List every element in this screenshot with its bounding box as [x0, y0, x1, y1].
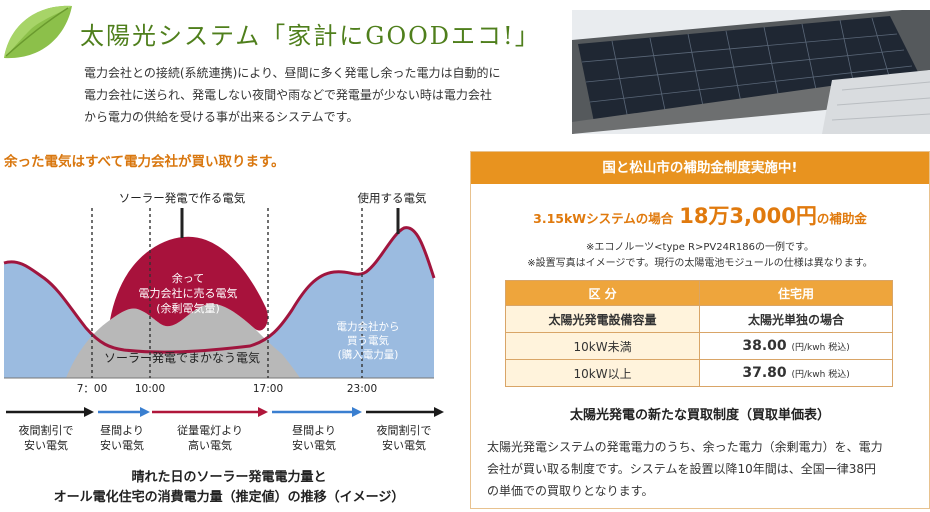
- buyback-line: 会社が買い取る制度です。システムを設置以降10年間は、全国一律38円: [487, 462, 876, 476]
- label-purchased: (購入電力量): [338, 348, 399, 361]
- time-label: 10:00: [135, 383, 165, 395]
- label-surplus: (余剰電気量): [156, 301, 220, 315]
- price-unit: (円/kwh 税込): [791, 343, 850, 353]
- table-col-header: 住宅用: [699, 280, 893, 306]
- label-purchased: 電力会社から: [337, 320, 400, 333]
- label-covered: ソーラー発電でまかなう電気: [104, 350, 260, 365]
- period-label: 昼間より: [292, 424, 336, 437]
- period-label: 昼間より: [100, 424, 144, 437]
- price-value: 37.80: [742, 365, 787, 381]
- table-row: 10kW以上 37.80 (円/kwh 税込): [504, 359, 893, 387]
- table-cell-price: 38.00 (円/kwh 税込): [699, 332, 893, 360]
- subsidy-line: 3.15kWシステムの場合 18万3,000円の補助金: [471, 200, 929, 230]
- intro-text: 電力会社との接続(系統連携)により、昼間に多く発電し余った電力は自動的に 電力会…: [84, 62, 564, 128]
- usage-area: [4, 227, 434, 378]
- period-label: 安い電気: [292, 438, 336, 452]
- label-generated: ソーラー発電で作る電気: [119, 191, 246, 205]
- price-value: 38.00: [742, 338, 787, 354]
- chart-caption-line: オール電化住宅の消費電力量（推定値）の推移（イメージ）: [53, 490, 405, 505]
- energy-chart: ソーラー発電で作る電気 使用する電気 余って 電力会社に売る電気 (余剰電気量)…: [3, 191, 444, 452]
- time-label: 17:00: [253, 383, 283, 395]
- subsidy-tail: の補助金: [816, 211, 867, 226]
- solar-covered-area: [66, 303, 300, 378]
- table-cell: 太陽光発電設備容量: [504, 305, 701, 333]
- table-row: 太陽光発電設備容量 太陽光単独の場合: [504, 305, 893, 333]
- time-label: 23:00: [347, 383, 377, 395]
- intro-line: 電力会社との接続(系統連携)により、昼間に多く発電し余った電力は自動的に: [84, 66, 501, 80]
- period-label: 夜間割引で: [377, 423, 432, 437]
- note-photo: ※設置写真はイメージです。現行の太陽電池モジュールの仕様は異なります。: [527, 258, 873, 269]
- solar-roof-photo: [572, 10, 930, 134]
- period-label: 従量電灯より: [177, 424, 243, 437]
- period-label: 高い電気: [188, 438, 232, 452]
- chart-caption-line: 晴れた日のソーラー発電電力量と: [131, 470, 327, 485]
- price-table: 区 分 住宅用 太陽光発電設備容量 太陽光単独の場合 10kW未満 38.00 …: [504, 280, 893, 387]
- table-row: 10kW未満 38.00 (円/kwh 税込): [504, 332, 893, 360]
- table-cell: 太陽光単独の場合: [699, 305, 893, 333]
- table-cell: 10kW未満: [504, 332, 701, 360]
- period-label: 安い電気: [24, 438, 68, 452]
- leaf-icon: [4, 5, 72, 59]
- page-title: 太陽光システム「家計にGOODエコ!」: [80, 22, 541, 50]
- period-label: 安い電気: [100, 438, 144, 452]
- buyback-line: の単価での買取りとなります。: [487, 484, 654, 498]
- buyback-text: 太陽光発電システムの発電電力のうち、余った電力（余剰電力）を、電力 会社が買い取…: [487, 436, 917, 502]
- subsidy-amount: 18万3,000円: [679, 204, 817, 228]
- buyback-title: 太陽光発電の新たな買取制度（買取単価表）: [569, 408, 830, 423]
- table-cell: 10kW以上: [504, 359, 701, 387]
- chart-caption: 晴れた日のソーラー発電電力量と オール電化住宅の消費電力量（推定値）の推移（イメ…: [0, 468, 458, 508]
- intro-line: 電力会社に送られ、発電しない夜間や雨などで発電量が少ない時は電力会社: [84, 88, 492, 102]
- label-used: 使用する電気: [358, 191, 427, 205]
- left-subhead: 余った電気はすべて電力会社が買い取ります。: [4, 154, 285, 170]
- price-unit: (円/kwh 税込): [791, 370, 850, 380]
- label-surplus: 余って: [172, 271, 204, 285]
- usage-line: [3, 226, 436, 354]
- period-label: 夜間割引で: [19, 423, 74, 437]
- subsidy-lead: 3.15kWシステムの場合: [533, 211, 674, 226]
- time-label: 7：00: [77, 383, 108, 395]
- subsidy-panel: 国と松山市の補助金制度実施中! 3.15kWシステムの場合 18万3,000円の補…: [470, 151, 930, 509]
- label-purchased: 買う電気: [347, 334, 389, 347]
- surplus-area: [110, 236, 268, 331]
- table-header-row: 区 分 住宅用: [504, 280, 893, 306]
- label-surplus: 電力会社に売る電気: [139, 286, 238, 300]
- table-cell-price: 37.80 (円/kwh 税込): [699, 359, 893, 387]
- note-model: ※エコノルーツ<type R>PV24R186の一例です。: [585, 242, 815, 253]
- period-arrows: [6, 407, 444, 417]
- intro-line: から電力の供給を受ける事が出来るシステムです。: [84, 110, 359, 124]
- period-label: 安い電気: [382, 438, 426, 452]
- table-col-header: 区 分: [504, 280, 701, 306]
- panel-header: 国と松山市の補助金制度実施中!: [471, 152, 929, 184]
- buyback-line: 太陽光発電システムの発電電力のうち、余った電力（余剰電力）を、電力: [487, 440, 883, 454]
